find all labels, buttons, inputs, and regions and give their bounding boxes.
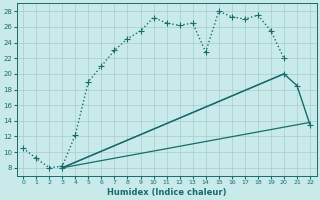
X-axis label: Humidex (Indice chaleur): Humidex (Indice chaleur) [107,188,226,197]
